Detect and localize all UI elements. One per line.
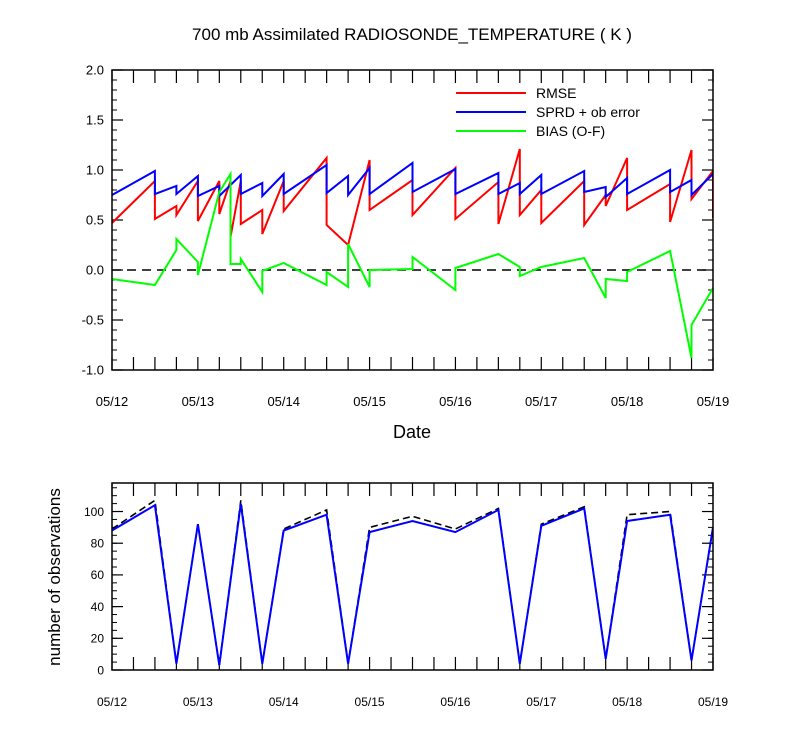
x-tick-label: 05/16 (439, 394, 472, 409)
y-tick-label: -1.0 (82, 363, 104, 378)
x-tick-label: 05/17 (525, 394, 558, 409)
series-line-sprd-ob-error (112, 161, 713, 200)
x-axis-title: Date (393, 422, 431, 442)
y-tick-label: 60 (91, 568, 105, 582)
legend-label: RMSE (536, 85, 576, 101)
x-tick-label: 05/13 (183, 695, 213, 709)
x-tick-label: 05/16 (440, 695, 470, 709)
y-tick-label: 1.0 (86, 163, 104, 178)
x-tick-label: 05/17 (526, 695, 556, 709)
legend-label: BIAS (O-F) (536, 123, 605, 139)
x-tick-label: 05/12 (97, 695, 127, 709)
series-line-series-0 (112, 499, 713, 666)
plot-frame (111, 482, 714, 671)
x-tick-label: 05/12 (96, 394, 129, 409)
x-tick-label: 05/15 (355, 695, 385, 709)
y-tick-label: 80 (91, 537, 105, 551)
x-tick-label: 05/19 (698, 695, 728, 709)
legend-label: SPRD + ob error (536, 104, 640, 120)
x-tick-label: 05/14 (269, 695, 299, 709)
x-tick-label: 05/14 (267, 394, 300, 409)
top-plot-area: -1.0 -0.5 0.0 0.5 1.0 1.5 2.0 05/12 05/13 05/14 05… (82, 63, 730, 409)
y-tick-label: 20 (91, 632, 105, 646)
plot-frame (111, 69, 714, 371)
bottom-y-axis-title: number of observations (45, 488, 64, 666)
x-tick-label: 05/18 (611, 394, 644, 409)
y-tick-label: 1.5 (86, 113, 104, 128)
x-tick-label: 05/18 (612, 695, 642, 709)
series-line-bias-o-f (112, 170, 713, 359)
series-line-series-1 (112, 503, 713, 666)
y-tick-label: 0.0 (86, 263, 104, 278)
x-tick-label: 05/15 (353, 394, 386, 409)
x-tick-label: 05/19 (697, 394, 730, 409)
y-tick-label: -0.5 (82, 313, 104, 328)
y-tick-label: 100 (84, 505, 104, 519)
x-tick-label: 05/13 (182, 394, 215, 409)
y-tick-label: 0.5 (86, 213, 104, 228)
chart-title: 700 mb Assimilated RADIOSONDE_TEMPERATUR… (192, 25, 632, 44)
y-tick-label: 0 (97, 663, 104, 677)
y-tick-label: 2.0 (86, 63, 104, 78)
y-tick-label: 40 (91, 600, 105, 614)
bottom-plot-area: 0 20 40 60 80 100 05/12 05/13 05/14 05/15 05/16 05/… (84, 482, 728, 709)
